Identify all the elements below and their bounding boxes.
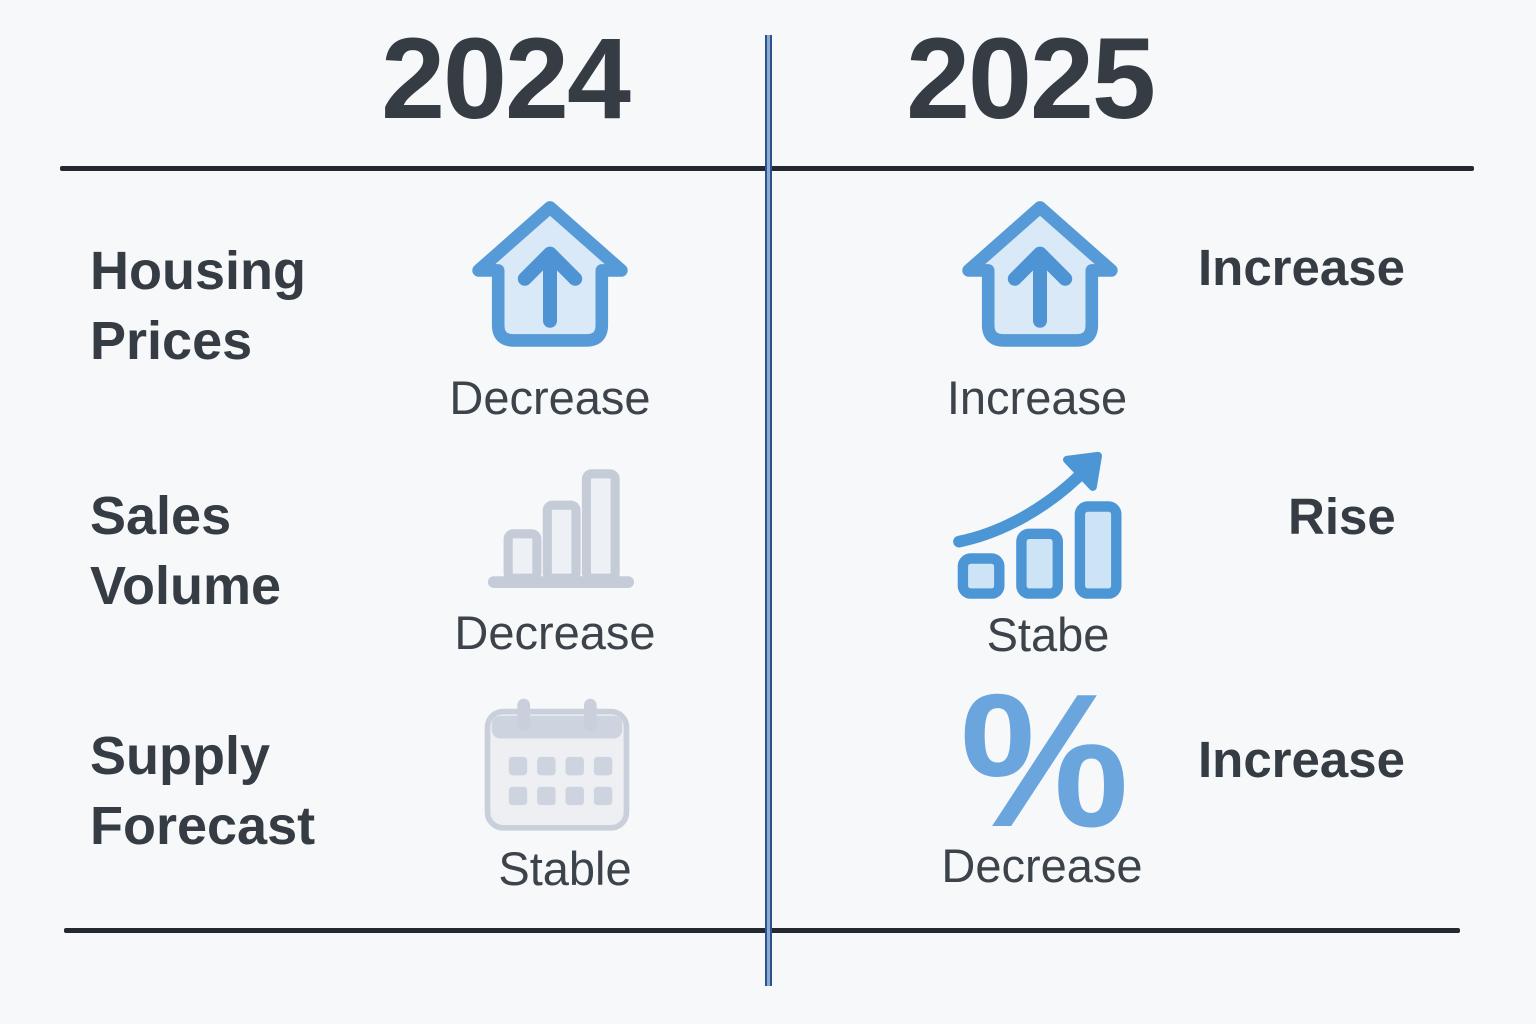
trend-label-supply-2025: Increase	[1198, 731, 1405, 788]
row-label-sales-volume: Sales Volume	[90, 486, 282, 617]
column-header-2024: 2024	[381, 15, 631, 143]
icon-caption: Decrease	[449, 371, 651, 424]
house-arrow-up-icon	[472, 201, 628, 347]
icon-caption: Decrease	[454, 606, 656, 659]
sales-volume-2025-cell	[952, 448, 1122, 604]
bar-chart-icon	[487, 469, 635, 588]
icon-caption: Stabe	[986, 608, 1110, 661]
supply-forecast-2024-cell	[479, 694, 635, 834]
calendar-icon	[484, 698, 630, 831]
housing-prices-2024-cell	[466, 194, 634, 358]
footer-rule	[64, 928, 1460, 933]
column-header-2025: 2025	[906, 15, 1156, 143]
row-label-housing-prices: Housing Prices	[90, 241, 306, 372]
trend-label-housing-2025: Increase	[1198, 239, 1405, 296]
trend-up-bar-chart-icon	[953, 451, 1122, 599]
icon-caption: Stable	[498, 842, 632, 895]
house-arrow-up-icon	[962, 201, 1118, 347]
icon-caption: Decrease	[941, 839, 1143, 892]
icon-caption: Increase	[946, 371, 1128, 424]
trend-label-sales-2025: Rise	[1288, 488, 1396, 545]
percent-icon: %	[960, 655, 1129, 867]
sales-volume-2024-cell	[486, 456, 636, 596]
housing-prices-2025-cell	[956, 194, 1124, 358]
column-divider	[765, 35, 772, 986]
row-label-supply-forecast: Supply Forecast	[90, 726, 316, 857]
